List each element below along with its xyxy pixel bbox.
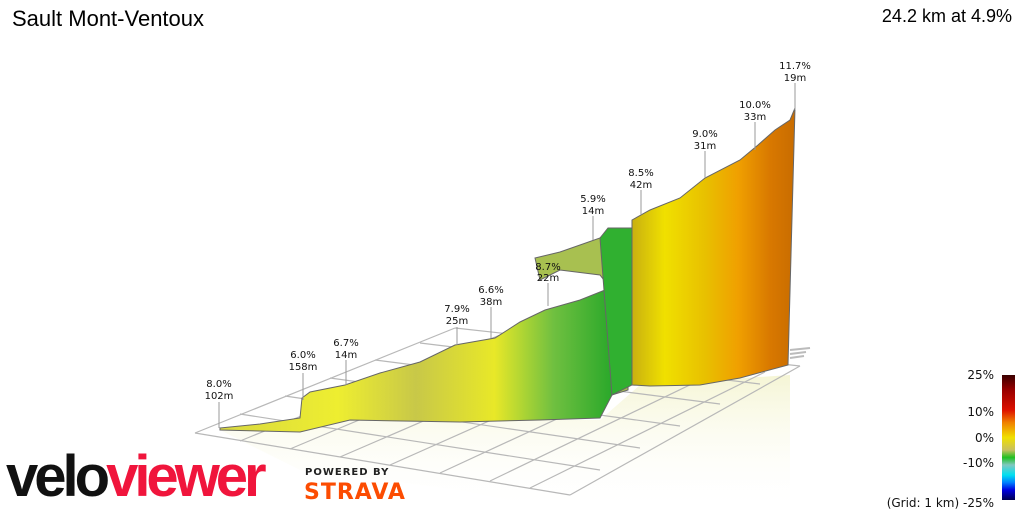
veloviewer-logo: veloviewer — [6, 444, 267, 509]
svg-text:158m: 158m — [289, 362, 318, 373]
legend-label-25: 25% — [967, 368, 994, 382]
svg-text:5.9%: 5.9% — [580, 194, 605, 205]
svg-text:31m: 31m — [694, 141, 716, 152]
svg-text:38m: 38m — [480, 297, 502, 308]
svg-text:8.0%: 8.0% — [206, 379, 231, 390]
profile-wall-lower — [219, 287, 613, 433]
strava-logo: STRAVA — [304, 480, 406, 505]
profile-wall-upper — [631, 107, 796, 387]
legend-label-10: 10% — [967, 405, 994, 419]
powered-by-label: POWERED BY — [305, 467, 390, 478]
segment-summary: 24.2 km at 4.9% — [881, 6, 1012, 26]
gradient-annotations — [218, 83, 796, 428]
svg-text:22m: 22m — [537, 273, 559, 284]
svg-text:8.7%: 8.7% — [535, 262, 560, 273]
segment-title: Sault Mont-Ventoux — [12, 6, 205, 31]
svg-text:42m: 42m — [630, 180, 652, 191]
legend-label-minus25: (Grid: 1 km) -25% — [886, 496, 994, 510]
svg-text:14m: 14m — [582, 206, 604, 217]
gradient-color-scale — [1002, 375, 1015, 500]
svg-text:102m: 102m — [205, 391, 234, 402]
end-marker — [789, 347, 811, 359]
svg-text:33m: 33m — [744, 112, 766, 123]
svg-text:25m: 25m — [446, 316, 468, 327]
svg-text:8.5%: 8.5% — [628, 168, 653, 179]
svg-text:11.7%: 11.7% — [779, 61, 811, 72]
legend-label-minus10: -10% — [962, 456, 994, 470]
svg-text:6.6%: 6.6% — [478, 285, 503, 296]
annotation-labels: 8.0% 102m 6.0% 158m 6.7% 14m 7.9% 25m 6.… — [205, 61, 811, 402]
svg-text:7.9%: 7.9% — [444, 304, 469, 315]
svg-text:9.0%: 9.0% — [692, 129, 717, 140]
svg-text:6.0%: 6.0% — [290, 350, 315, 361]
svg-text:14m: 14m — [335, 350, 357, 361]
legend-label-0: 0% — [974, 431, 994, 445]
svg-text:6.7%: 6.7% — [333, 338, 358, 349]
svg-text:19m: 19m — [784, 73, 806, 84]
svg-text:10.0%: 10.0% — [739, 100, 771, 111]
